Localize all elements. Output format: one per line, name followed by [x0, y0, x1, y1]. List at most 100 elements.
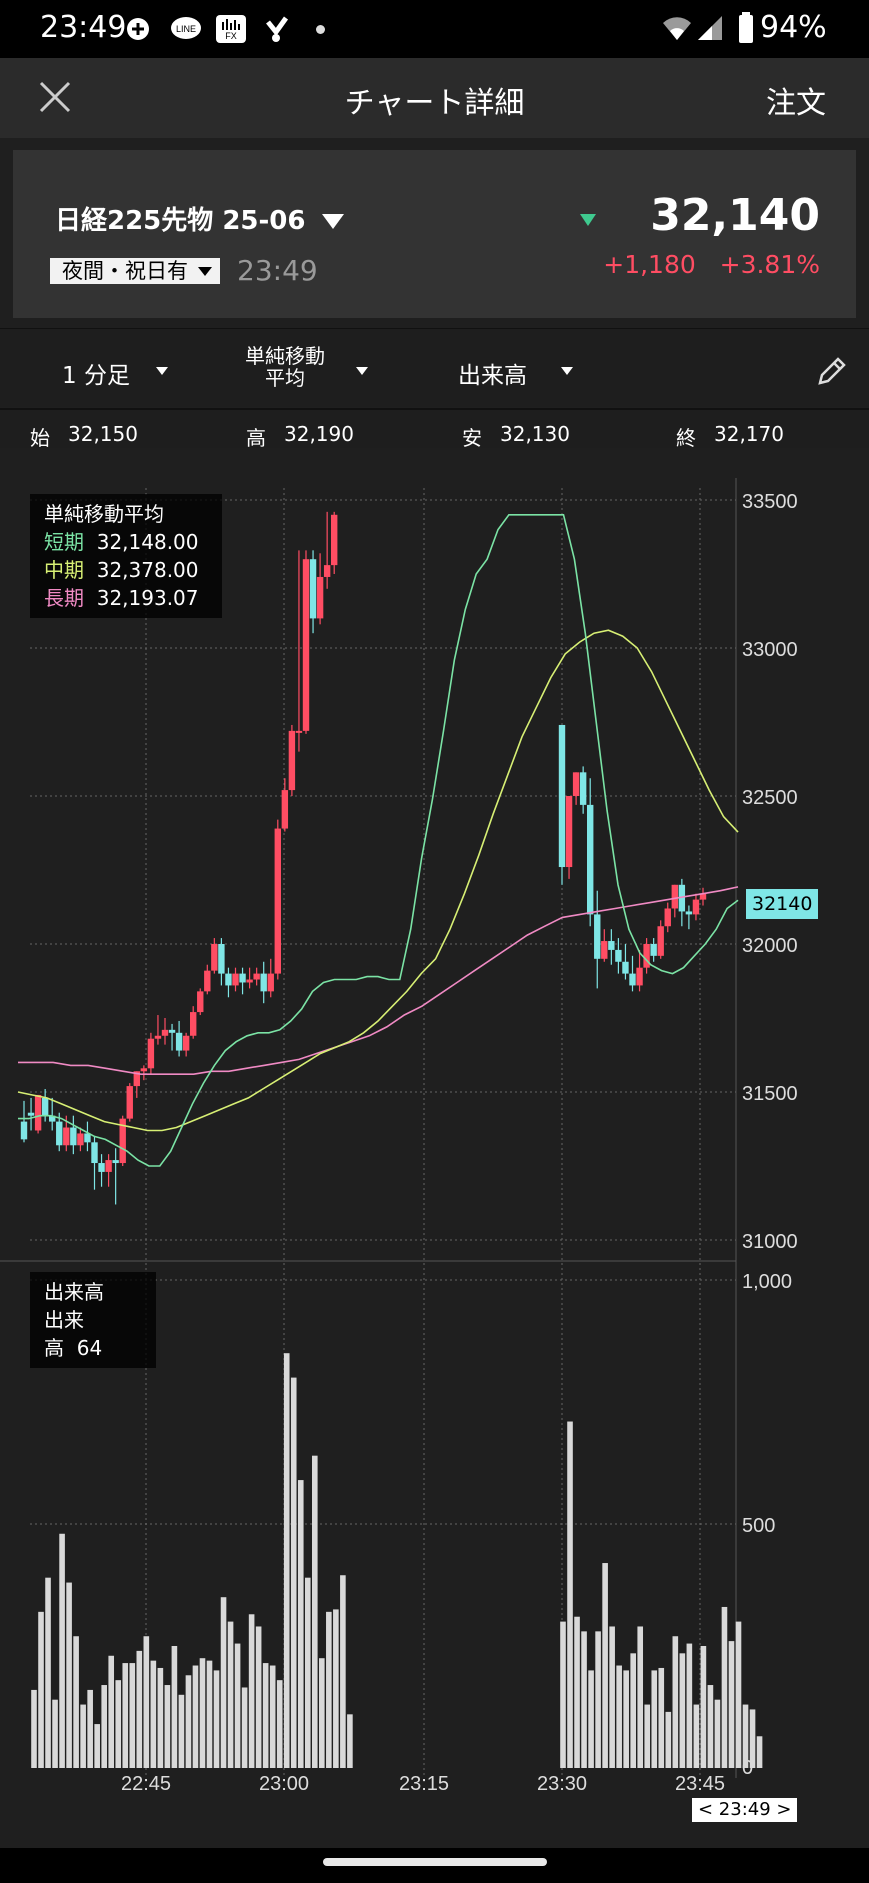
candle-body	[558, 724, 566, 868]
chat-plus-icon	[124, 14, 154, 44]
candle-body	[182, 1035, 190, 1051]
volume-bar	[609, 1626, 615, 1768]
candle-body	[168, 1029, 176, 1033]
home-gesture-bar[interactable]	[323, 1858, 547, 1866]
high-label: 高	[246, 426, 266, 450]
wifi-icon	[662, 14, 692, 46]
change-value: +1,180	[603, 250, 696, 279]
volume-bar	[38, 1611, 44, 1768]
volume-bar	[101, 1685, 107, 1768]
volume-bar	[672, 1636, 679, 1768]
volume-bar	[707, 1685, 714, 1768]
candle-body	[161, 1029, 169, 1036]
low-value: 32,130	[500, 422, 570, 446]
candle-body	[98, 1163, 105, 1172]
instrument-selector[interactable]: 日経225先物 25-06	[55, 200, 345, 237]
status-time: 23:49	[40, 10, 127, 45]
indicator-selector[interactable]: 単純移動 平均	[245, 345, 325, 389]
volume-bar	[347, 1714, 353, 1768]
candle-body	[622, 961, 629, 974]
sub-indicator-selector[interactable]: 出来高	[458, 356, 527, 390]
volume-bar	[115, 1680, 122, 1768]
candle-body	[615, 949, 622, 962]
volume-bar	[59, 1533, 65, 1768]
chart-area[interactable]: 3350033000325003200031500310001,00050002…	[0, 448, 869, 1848]
candle-body	[281, 790, 289, 829]
page-title: チャート詳細	[344, 86, 525, 121]
volume-bar	[276, 1680, 283, 1768]
close-icon[interactable]	[36, 78, 74, 116]
interval-selector[interactable]: 1 分足	[62, 356, 130, 390]
volume-bar	[213, 1670, 220, 1768]
price-tick-label: 31500	[742, 1083, 798, 1105]
volume-bar	[749, 1709, 756, 1768]
sma-long-label: 長期	[44, 586, 84, 610]
candle-body	[41, 1097, 49, 1116]
status-bar: 23:49 LINE FX 94%	[0, 0, 869, 58]
candle-body	[657, 926, 664, 956]
candle-body	[239, 973, 246, 983]
volume-bar	[283, 1353, 290, 1768]
price-tick-label: 32500	[742, 787, 798, 809]
ma-legend: 単純移動平均 短期 32,148.00 中期 32,378.00 長期 32,1…	[30, 494, 222, 618]
candle-body	[650, 944, 657, 956]
order-button[interactable]: 注文	[766, 86, 826, 121]
candle-body	[601, 941, 608, 959]
close-label: 終	[676, 426, 696, 450]
indicator-label-1: 単純移動	[245, 344, 325, 368]
time-tick-label: 23:30	[537, 1773, 587, 1795]
candle-body	[295, 730, 303, 733]
session-label: 夜間・祝日有	[62, 259, 188, 283]
current-price-tag: 32140	[746, 889, 819, 919]
volume-bar	[326, 1611, 332, 1768]
candle-body	[27, 1112, 35, 1116]
candle-body	[154, 1035, 162, 1039]
candle-body	[309, 559, 317, 619]
volume-bar	[665, 1711, 672, 1768]
volume-tick-label: 1,000	[742, 1271, 792, 1293]
open-value: 32,150	[68, 422, 138, 446]
pencil-icon[interactable]	[816, 355, 848, 391]
sma-short-value: 32,148.00	[96, 530, 199, 554]
svg-text:FX: FX	[225, 31, 237, 41]
change-percent: +3.81%	[719, 250, 820, 279]
candle-body	[91, 1142, 98, 1164]
candle-body	[608, 941, 615, 950]
volume-legend: 出来高 出来高 64	[30, 1272, 156, 1368]
low-label: 安	[462, 426, 482, 450]
volume-bar	[80, 1704, 86, 1768]
volume-bar	[248, 1614, 255, 1768]
candle-body	[678, 884, 686, 912]
volume-bar	[686, 1643, 693, 1768]
session-selector[interactable]: 夜間・祝日有	[50, 258, 220, 284]
candle-body	[70, 1127, 77, 1146]
volume-bar	[171, 1646, 178, 1768]
candle-body	[84, 1133, 91, 1143]
volume-bar	[630, 1653, 636, 1768]
volume-bar	[319, 1658, 325, 1768]
volume-bar	[178, 1694, 185, 1768]
volume-bar	[742, 1704, 749, 1768]
volume-bar	[255, 1626, 262, 1768]
candle-body	[692, 899, 700, 915]
time-navigator[interactable]: < 23:49 >	[692, 1798, 798, 1822]
candle-body	[20, 1121, 28, 1140]
volume-bar	[312, 1455, 318, 1768]
volume-bar	[94, 1724, 100, 1768]
sub-indicator-dropdown-icon	[561, 367, 573, 375]
volume-bar	[644, 1704, 651, 1768]
sma-mid-line	[17, 629, 739, 1132]
chart-svg: 3350033000325003200031500310001,00050002…	[0, 478, 798, 1795]
price-change: +1,180 +3.81%	[603, 250, 820, 279]
app-bar: チャート詳細 注文	[0, 58, 869, 138]
volume-bar	[304, 1577, 311, 1768]
candle-body	[225, 973, 232, 986]
interval-label: 1 分足	[62, 363, 130, 389]
volume-bar	[136, 1650, 143, 1768]
volume-bar	[616, 1665, 622, 1768]
candle-body	[572, 772, 580, 796]
current-price: 32,140	[650, 190, 820, 241]
signal-icon	[696, 14, 724, 46]
volume-bar	[220, 1597, 227, 1768]
update-time: 23:49	[237, 254, 318, 287]
